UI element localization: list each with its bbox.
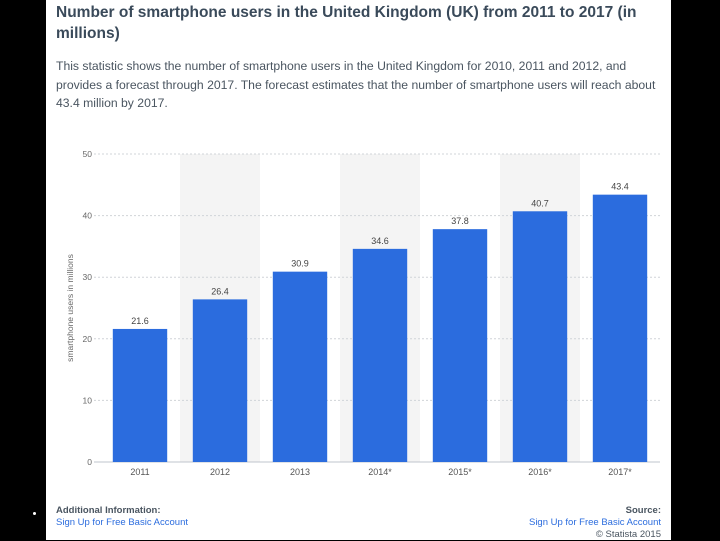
y-tick-label: 50	[83, 149, 93, 159]
y-tick-label: 20	[83, 334, 93, 344]
data-label: 30.9	[291, 259, 309, 269]
data-label: 21.6	[131, 316, 149, 326]
chart-title: Number of smartphone users in the United…	[56, 4, 637, 42]
x-tick-label: 2015*	[448, 467, 472, 477]
bar	[192, 299, 248, 462]
data-label: 40.7	[531, 198, 549, 208]
footer-additional-info: Additional Information: Sign Up for Free…	[56, 505, 188, 529]
data-label: 34.6	[371, 236, 389, 246]
x-tick-label: 2017*	[608, 467, 632, 477]
x-tick-label: 2011	[130, 467, 149, 477]
bar-chart: 0 10 20 30 40 50 smartphone users in millions 2…	[65, 149, 660, 477]
data-label: 43.4	[611, 182, 629, 192]
bar	[432, 229, 488, 462]
y-axis-label: smartphone users in millions	[65, 254, 75, 362]
additional-info-heading: Additional Information:	[56, 505, 161, 516]
chart-description: This statistic shows the number of smart…	[56, 59, 656, 110]
data-label: 37.8	[451, 216, 469, 226]
y-tick-label: 30	[83, 272, 93, 282]
x-tick-label: 2014*	[368, 467, 392, 477]
data-label: 26.4	[211, 286, 229, 296]
x-tick-label: 2012	[210, 467, 230, 477]
copyright: © Statista 2015	[595, 529, 661, 540]
x-tick-label: 2013	[290, 467, 310, 477]
y-tick-label: 10	[83, 395, 93, 405]
bar	[112, 328, 168, 462]
bar	[512, 211, 568, 462]
bar	[352, 248, 408, 462]
decorative-dot	[33, 512, 36, 515]
bar	[272, 271, 328, 462]
x-tick-label: 2016*	[528, 467, 552, 477]
bar	[592, 194, 648, 462]
chart-panel: Number of smartphone users in the United…	[46, 0, 671, 540]
y-tick-label: 40	[83, 211, 93, 221]
y-tick-label: 0	[87, 457, 92, 467]
source-heading: Source:	[625, 505, 661, 516]
sign-up-link-left[interactable]: Sign Up for Free Basic Account	[56, 517, 189, 528]
sign-up-link-right[interactable]: Sign Up for Free Basic Account	[528, 517, 661, 528]
footer-source: Source: Sign Up for Free Basic Account ©…	[529, 505, 661, 541]
